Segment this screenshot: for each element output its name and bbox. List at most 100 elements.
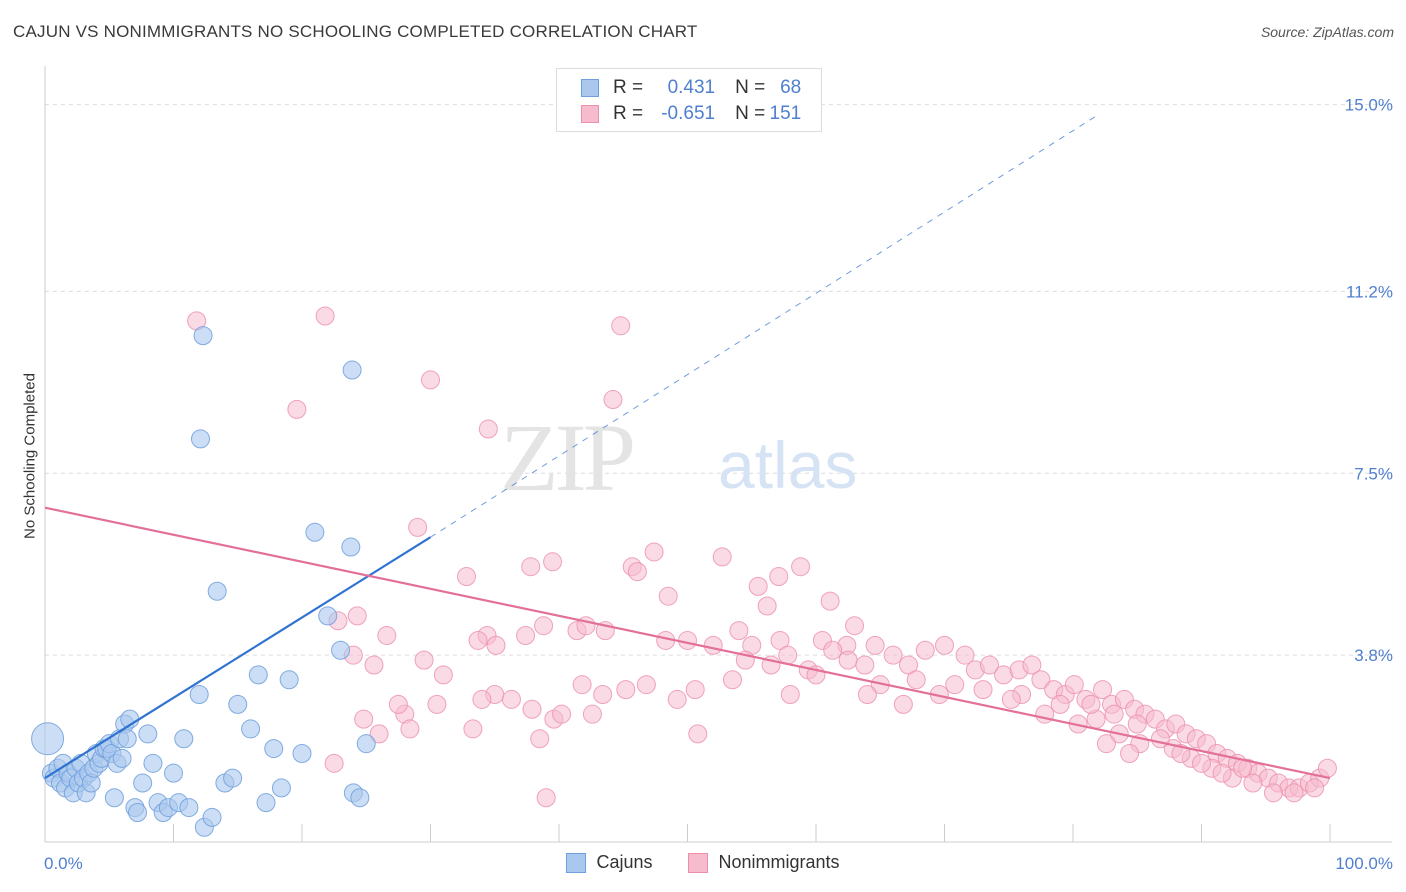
nonimmigrants-point-99 — [616, 680, 636, 700]
cajuns-points — [31, 326, 376, 837]
nonimmigrants-point-20 — [820, 591, 840, 611]
nonimmigrants-point-56 — [979, 655, 999, 675]
nonimmigrants-points — [187, 306, 1337, 808]
nonimmigrants-n-label: N = — [735, 103, 766, 124]
nonimmigrants-point-40 — [678, 630, 697, 650]
cajuns-point-54 — [264, 739, 284, 759]
nonimmigrants-point-10 — [521, 557, 541, 577]
nonimmigrants-point-89 — [433, 665, 453, 685]
nonimmigrants-point-129 — [1104, 704, 1124, 724]
nonimmigrants-point-102 — [685, 680, 705, 700]
cajuns-trend-line — [44, 536, 432, 780]
nonimmigrants-point-91 — [388, 694, 408, 714]
y-tick-label-2: 11.2% — [1346, 282, 1393, 301]
y-tick-label-1: 7.5% — [1354, 464, 1393, 483]
nonimmigrants-point-87 — [1317, 758, 1337, 778]
nonimmigrants-point-128 — [1127, 714, 1147, 734]
legend-item-cajuns[interactable]: Cajuns — [566, 852, 652, 873]
stats-row-nonimmigrants: R = -0.651 N = 151 — [557, 101, 801, 127]
nonimmigrants-point-98 — [593, 685, 613, 705]
cajuns-point-0 — [31, 722, 65, 756]
cajuns-point-66 — [190, 429, 210, 449]
nonimmigrants-point-139 — [688, 724, 708, 744]
nonimmigrants-trend-line — [44, 506, 1331, 780]
nonimmigrants-point-95 — [522, 699, 542, 719]
cajuns-point-67 — [342, 360, 362, 380]
nonimmigrants-point-54 — [955, 645, 975, 665]
cajuns-n-label: N = — [735, 77, 766, 98]
cajuns-point-46 — [202, 807, 222, 827]
nonimmigrants-point-14 — [456, 567, 476, 587]
nonimmigrants-point-8 — [644, 542, 664, 562]
cajuns-point-25 — [104, 788, 124, 808]
nonimmigrants-point-5 — [287, 399, 307, 419]
nonimmigrants-point-131 — [354, 709, 374, 729]
cajuns-point-44 — [189, 685, 209, 705]
nonimmigrants-point-137 — [552, 704, 572, 724]
nonimmigrants-point-120 — [1263, 783, 1283, 803]
nonimmigrants-point-18 — [748, 576, 768, 596]
nonimmigrants-point-97 — [572, 675, 592, 695]
nonimmigrants-point-124 — [1212, 763, 1232, 783]
nonimmigrants-point-65 — [1093, 680, 1113, 700]
cajuns-point-40 — [164, 763, 183, 783]
nonimmigrants-point-38 — [364, 655, 384, 675]
cajuns-point-47 — [207, 581, 227, 601]
y-tick-label-3: 15.0% — [1345, 96, 1393, 115]
nonimmigrants-point-149 — [1096, 734, 1116, 754]
tick-labels: 3.8% 7.5% 11.2% 15.0% 0.0% 100.0% — [44, 96, 1393, 873]
gridlines — [45, 104, 1392, 656]
cajuns-r-value: 0.431 — [667, 77, 716, 98]
cajuns-point-49 — [223, 768, 243, 788]
cajuns-point-59 — [318, 606, 338, 626]
nonimmigrants-point-146 — [1001, 689, 1021, 709]
legend-cajuns-swatch — [566, 852, 587, 873]
nonimmigrants-point-60 — [1031, 670, 1051, 690]
nonimmigrants-point-4 — [603, 390, 623, 410]
legend-cajuns-label: Cajuns — [596, 852, 653, 872]
nonimmigrants-point-63 — [1064, 675, 1084, 695]
nonimmigrants-point-138 — [582, 704, 602, 724]
nonimmigrants-point-88 — [414, 650, 434, 670]
cajuns-point-62 — [356, 734, 376, 754]
nonimmigrants-point-48 — [855, 655, 875, 675]
nonimmigrants-point-15 — [769, 567, 789, 587]
nonimmigrants-point-3 — [421, 370, 440, 390]
nonimmigrants-point-7 — [408, 517, 428, 537]
nonimmigrants-point-133 — [324, 753, 344, 773]
watermark: ZIP atlas — [500, 404, 857, 511]
source-label: Source: ZipAtlas.com — [1260, 24, 1394, 40]
cajuns-point-35 — [138, 724, 158, 744]
cajuns-point-36 — [143, 753, 163, 773]
nonimmigrants-point-104 — [780, 685, 800, 705]
nonimmigrants-point-111 — [1050, 694, 1070, 714]
legend-item-nonimmigrants[interactable]: Nonimmigrants — [688, 852, 840, 873]
nonimmigrants-point-136 — [530, 729, 550, 749]
nonimmigrants-point-1 — [315, 306, 335, 326]
nonimmigrants-point-130 — [1081, 694, 1101, 714]
nonimmigrants-point-59 — [1022, 655, 1042, 675]
nonimmigrants-point-35 — [486, 635, 506, 655]
nonimmigrants-point-50 — [883, 645, 903, 665]
nonimmigrants-point-143 — [857, 685, 877, 705]
nonimmigrants-point-141 — [472, 689, 492, 709]
nonimmigrants-point-11 — [543, 552, 563, 572]
nonimmigrants-point-47 — [838, 650, 858, 670]
cajuns-point-52 — [248, 665, 268, 685]
nonimmigrants-point-144 — [893, 694, 913, 714]
nonimmigrants-point-46 — [823, 640, 843, 660]
cajuns-point-50 — [228, 694, 248, 714]
nonimmigrants-point-17 — [658, 586, 678, 606]
cajuns-point-55 — [271, 778, 291, 798]
nonimmigrants-point-122 — [1305, 778, 1325, 798]
nonimmigrants-point-41 — [703, 635, 723, 655]
nonimmigrants-point-26 — [516, 626, 536, 646]
nonimmigrants-point-23 — [534, 616, 554, 636]
nonimmigrants-point-33 — [845, 616, 865, 636]
cajuns-point-65 — [193, 326, 213, 346]
trend-lines — [44, 113, 1331, 780]
legend: Cajuns Nonimmigrants — [0, 852, 1406, 873]
nonimmigrants-point-13 — [627, 562, 647, 582]
cajuns-n-value: 68 — [780, 77, 802, 98]
